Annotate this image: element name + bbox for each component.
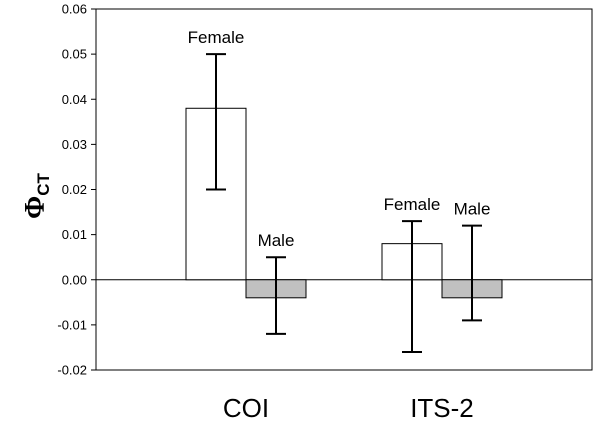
category-label-coi: COI [223, 393, 269, 423]
y-axis-label-symbol: Φ [20, 196, 51, 219]
bar-label-male: Male [454, 200, 491, 219]
plot-frame [95, 8, 593, 371]
axes: -0.02 -0.01 0.00 0.01 0.02 0.03 0.04 0.05 0.06 [57, 2, 593, 378]
y-tick-label: -0.01 [57, 317, 87, 332]
y-tick-label: 0.03 [62, 137, 87, 152]
y-tick-label: 0.00 [62, 272, 87, 287]
error-bars [206, 53, 482, 353]
bar-label-male: Male [258, 231, 295, 250]
bar-label-female: Female [188, 28, 245, 47]
bar-label-female: Female [384, 195, 441, 214]
y-tick-label: 0.06 [62, 2, 87, 17]
y-tick-label: 0.04 [62, 92, 87, 107]
y-axis-label: ΦCT [20, 172, 53, 218]
labels: Female Male Female Male COI ITS-2 [188, 28, 491, 423]
category-label-its-2: ITS-2 [410, 393, 474, 423]
y-axis-label-subscript: CT [34, 172, 53, 195]
y-tick-label: 0.02 [62, 182, 87, 197]
y-tick-label: -0.02 [57, 363, 87, 378]
y-tick-label: 0.05 [62, 47, 87, 62]
y-tick-label: 0.01 [62, 227, 87, 242]
